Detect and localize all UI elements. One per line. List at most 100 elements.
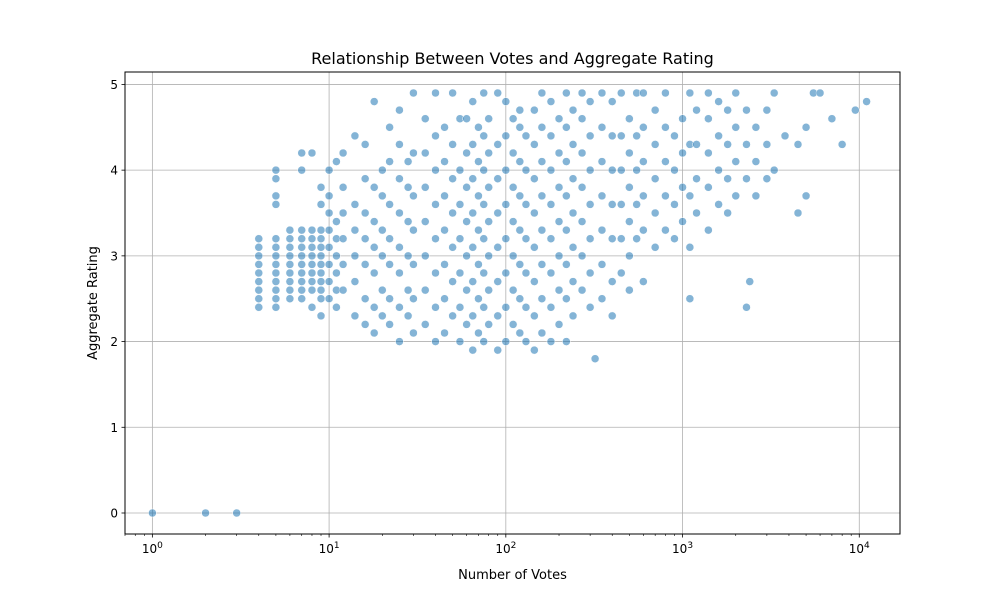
data-point	[307, 148, 317, 158]
data-point	[395, 140, 404, 149]
data-point	[468, 140, 478, 149]
data-point	[670, 200, 679, 209]
data-point	[316, 234, 326, 243]
data-point	[508, 183, 518, 192]
data-point	[148, 508, 157, 518]
data-point	[307, 285, 317, 295]
y-tick-label: 4	[110, 164, 118, 178]
data-point	[493, 277, 502, 286]
data-point	[493, 345, 502, 355]
data-point	[479, 88, 488, 98]
data-point	[597, 260, 607, 269]
data-point	[254, 234, 264, 243]
data-point	[462, 183, 471, 192]
data-point	[508, 285, 518, 295]
data-point	[285, 243, 295, 252]
data-point	[307, 251, 317, 261]
data-point	[316, 311, 326, 321]
data-point	[440, 260, 449, 269]
data-point	[742, 303, 751, 312]
data-point	[670, 234, 679, 243]
data-point	[508, 251, 518, 261]
y-axis-label: Aggregate Rating	[86, 246, 101, 360]
data-point	[546, 131, 556, 141]
data-point	[360, 294, 370, 303]
data-point	[403, 183, 413, 192]
data-point	[479, 268, 488, 278]
data-point	[421, 251, 430, 261]
data-point	[632, 165, 641, 175]
data-point	[769, 88, 779, 98]
data-point	[254, 260, 264, 269]
data-point	[297, 294, 306, 303]
data-point	[670, 165, 679, 175]
data-point	[474, 191, 483, 201]
data-point	[440, 157, 449, 166]
data-point	[617, 200, 626, 209]
data-point	[639, 88, 648, 98]
data-point	[338, 260, 348, 269]
data-point	[271, 268, 281, 278]
data-point	[508, 217, 518, 226]
data-point	[271, 303, 281, 312]
data-point	[590, 354, 600, 363]
data-point	[577, 183, 587, 192]
data-point	[617, 234, 626, 243]
data-point	[474, 225, 483, 235]
data-point	[271, 251, 281, 261]
data-point	[607, 277, 617, 286]
data-point	[403, 251, 413, 261]
data-point	[431, 200, 440, 209]
data-point	[316, 200, 326, 209]
data-point	[537, 191, 547, 201]
data-point	[462, 148, 471, 158]
y-tick-label: 1	[110, 421, 118, 435]
data-point	[409, 191, 418, 201]
data-point	[742, 174, 751, 183]
data-point	[395, 105, 404, 115]
data-point	[474, 294, 483, 303]
data-point	[369, 268, 379, 278]
data-point	[530, 277, 539, 286]
data-point	[395, 243, 404, 252]
data-point	[285, 234, 295, 243]
data-point	[403, 285, 413, 295]
data-point	[409, 294, 418, 303]
data-point	[324, 277, 334, 286]
data-point	[403, 217, 413, 226]
data-point	[546, 337, 556, 346]
data-point	[448, 208, 457, 218]
data-point	[474, 328, 483, 338]
data-point	[324, 165, 334, 175]
data-point	[546, 234, 556, 243]
y-tick-label: 2	[110, 335, 118, 349]
data-point	[409, 148, 418, 158]
data-point	[554, 285, 564, 295]
data-point	[324, 260, 334, 269]
data-point	[537, 328, 547, 338]
data-point	[316, 225, 326, 235]
data-point	[440, 191, 449, 201]
x-axis-ticks: 100 101 102 103 104	[124, 534, 870, 556]
data-point	[562, 294, 571, 303]
data-point	[751, 123, 761, 132]
data-point	[685, 88, 695, 98]
data-point	[468, 174, 478, 183]
data-point	[607, 131, 617, 141]
data-point	[455, 234, 465, 243]
data-point	[484, 148, 493, 158]
data-point	[530, 174, 539, 183]
data-point	[455, 303, 465, 312]
data-point	[562, 157, 571, 166]
data-point	[271, 294, 281, 303]
data-point	[585, 200, 595, 209]
data-point	[385, 200, 394, 209]
data-point	[731, 191, 740, 201]
data-point	[704, 114, 713, 123]
data-point	[521, 268, 531, 278]
data-point	[307, 243, 317, 252]
data-point	[440, 294, 449, 303]
data-point	[617, 88, 626, 98]
data-point	[530, 208, 539, 218]
